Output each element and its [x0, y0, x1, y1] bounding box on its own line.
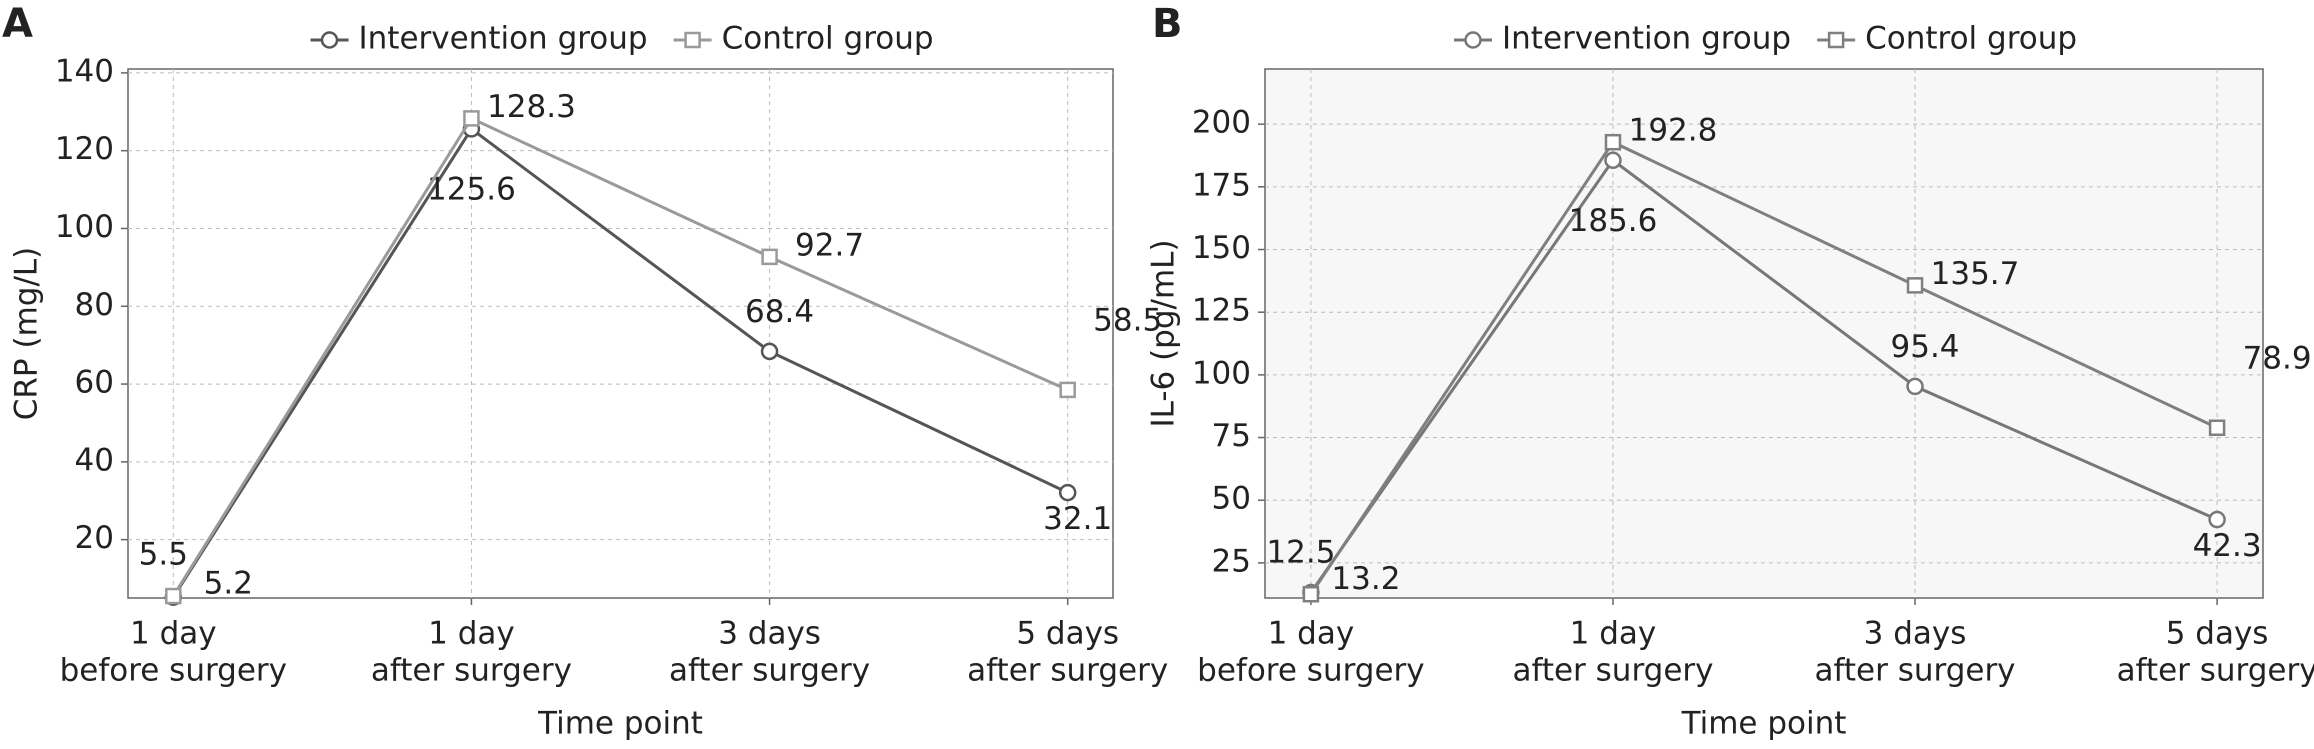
- point: [1604, 133, 1622, 151]
- x-tick-label: after surgery: [371, 653, 572, 689]
- y-tick-label: 60: [75, 365, 114, 401]
- y-tick-label: 150: [1192, 230, 1251, 266]
- y-tick-label: 50: [1212, 481, 1251, 517]
- x-tick-label: before surgery: [1197, 653, 1424, 689]
- y-tick-label: 100: [1192, 355, 1251, 391]
- data-label: 128.3: [487, 89, 576, 125]
- data-label: 5.2: [204, 566, 253, 602]
- x-tick-label: 5 days: [2166, 616, 2269, 652]
- series-line: [172, 126, 1069, 599]
- y-tick-label: 200: [1192, 105, 1251, 141]
- legend-label: Intervention group: [359, 21, 648, 57]
- x-tick-label: after surgery: [1815, 653, 2016, 689]
- point: [1059, 381, 1076, 399]
- data-label: 5.5: [139, 537, 188, 573]
- data-label: 92.7: [795, 227, 864, 263]
- x-tick-label: before surgery: [60, 653, 287, 689]
- point: [463, 110, 480, 127]
- plot-area: [127, 68, 1114, 599]
- panel-label: A: [2, 1, 33, 47]
- x-tick-label: 3 days: [1864, 616, 1967, 652]
- x-tick-label: 3 days: [718, 616, 821, 652]
- point: [760, 342, 779, 361]
- y-tick-label: 40: [75, 442, 114, 478]
- y-tick-label: 100: [55, 209, 114, 245]
- legend-marker: [684, 31, 701, 49]
- data-label: 42.3: [2193, 528, 2262, 564]
- point: [1604, 151, 1622, 170]
- y-tick-label: 25: [1212, 543, 1251, 579]
- series-line: [1309, 158, 2218, 594]
- data-label: 95.4: [1891, 329, 1960, 365]
- x-axis-label: Time point: [537, 706, 703, 742]
- point: [1906, 277, 1924, 294]
- x-tick-label: 5 days: [1016, 616, 1119, 652]
- point: [1906, 377, 1924, 396]
- point: [1058, 483, 1077, 502]
- plot-area: [1264, 68, 2264, 599]
- y-tick-label: 175: [1192, 167, 1251, 203]
- y-tick-label: 75: [1212, 418, 1251, 454]
- data-label: 58.5: [1093, 302, 1162, 338]
- data-label: 135.7: [1931, 256, 2020, 292]
- y-tick-label: 140: [55, 53, 114, 89]
- point: [2208, 419, 2226, 437]
- y-tick-label: 125: [1192, 293, 1251, 329]
- x-tick-label: after surgery: [1512, 653, 1713, 689]
- panel-label: B: [1152, 1, 1183, 47]
- legend-marker: [320, 31, 339, 49]
- data-label: 13.2: [1331, 561, 1400, 597]
- x-axis-label: Time point: [1681, 706, 1847, 742]
- y-tick-label: 80: [75, 287, 114, 323]
- legend-marker: [1464, 31, 1482, 49]
- data-label: 12.5: [1266, 535, 1335, 571]
- point: [761, 248, 778, 266]
- legend-label: Intervention group: [1502, 21, 1791, 57]
- x-tick-label: after surgery: [2117, 653, 2314, 689]
- x-tick-label: 1 day: [1268, 616, 1355, 652]
- data-label: 78.9: [2243, 340, 2312, 376]
- x-tick-label: 1 day: [428, 616, 515, 652]
- data-label: 125.6: [427, 171, 516, 207]
- y-axis-label: CRP (mg/L): [9, 247, 45, 421]
- point: [2208, 510, 2226, 529]
- data-label: 185.6: [1569, 203, 1658, 239]
- point: [1302, 585, 1320, 603]
- data-label: 68.4: [745, 294, 814, 330]
- x-tick-label: 1 day: [1570, 616, 1657, 652]
- point: [165, 587, 182, 605]
- data-label: 192.8: [1629, 113, 1718, 149]
- legend-label: Control group: [722, 21, 934, 57]
- legend-label: Control group: [1865, 21, 2077, 57]
- x-tick-label: after surgery: [967, 653, 1168, 689]
- data-label: 32.1: [1043, 501, 1112, 537]
- y-axis-label: IL-6 (pg/mL): [1146, 239, 1182, 427]
- x-tick-label: after surgery: [669, 653, 870, 689]
- y-tick-label: 20: [75, 520, 114, 556]
- y-tick-label: 120: [55, 131, 114, 167]
- legend-marker: [1827, 31, 1845, 49]
- x-tick-label: 1 day: [130, 616, 217, 652]
- series-line: [1309, 140, 2218, 596]
- series-line: [172, 116, 1069, 597]
